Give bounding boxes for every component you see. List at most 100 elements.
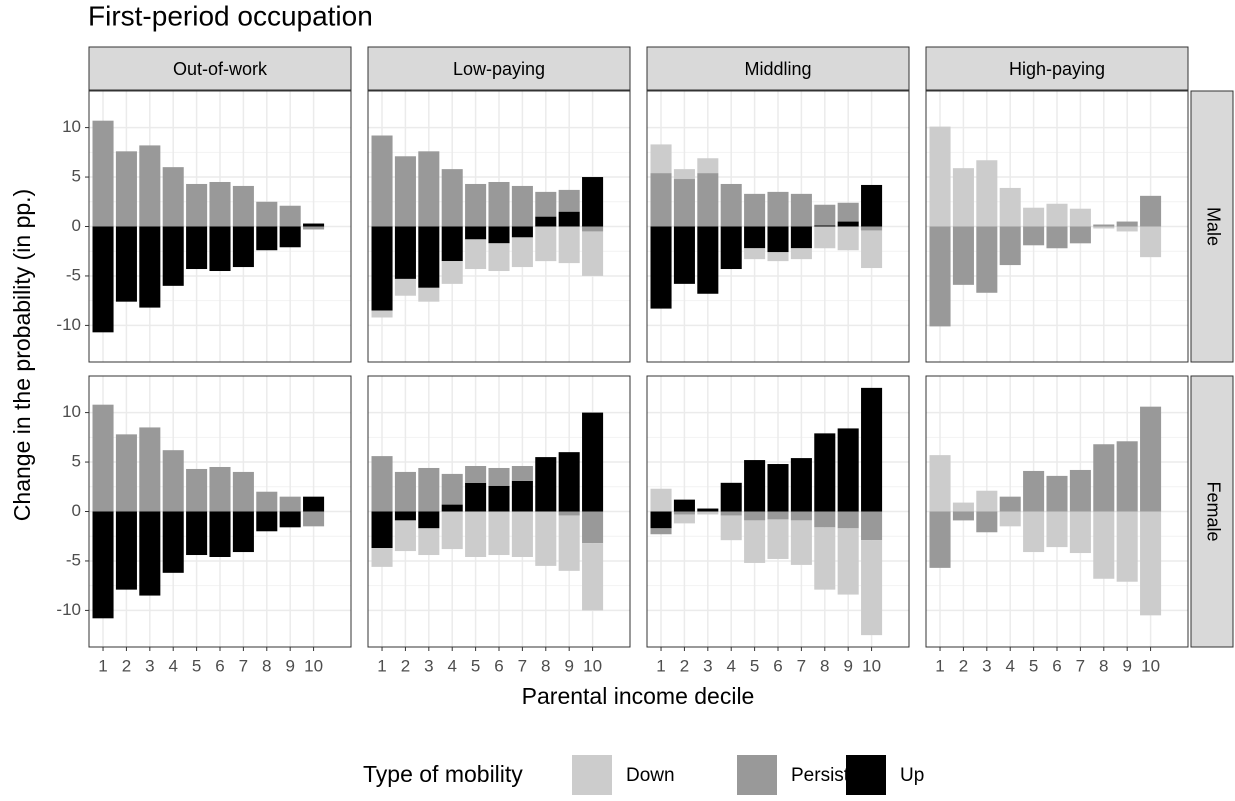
bar [837, 428, 859, 512]
bar [976, 511, 998, 533]
bar [720, 226, 742, 270]
legend-label: Persist [791, 765, 850, 786]
bar [139, 226, 161, 308]
bar [952, 168, 974, 227]
bar [394, 156, 416, 227]
bar [115, 226, 137, 302]
bar [582, 511, 604, 544]
bar [767, 226, 789, 253]
bar [1140, 406, 1162, 512]
bar [744, 511, 766, 521]
bar [697, 173, 719, 227]
bar [650, 488, 672, 512]
bar [673, 514, 695, 524]
x-tick-label: 5 [1029, 656, 1038, 675]
bar [511, 511, 533, 557]
bar [650, 511, 672, 529]
x-tick-label: 9 [285, 656, 294, 675]
bar [186, 468, 208, 512]
bar [837, 221, 859, 227]
bar [837, 202, 859, 222]
bar [115, 151, 137, 227]
bar [767, 511, 789, 520]
x-tick-label: 10 [862, 656, 881, 675]
bar [209, 466, 231, 512]
facet-strip [367, 46, 631, 91]
legend-key [572, 755, 612, 795]
legend-key [737, 755, 777, 795]
bar [371, 456, 393, 512]
bar [139, 145, 161, 227]
bar [814, 527, 836, 590]
bar [814, 433, 836, 512]
bar [1116, 226, 1138, 232]
bar [488, 243, 510, 272]
bar [837, 528, 859, 595]
bar [558, 452, 580, 512]
y-tick-label: 10 [62, 402, 81, 421]
bar [256, 511, 278, 532]
bar [582, 412, 604, 512]
bar [650, 528, 672, 535]
bar [697, 158, 719, 174]
bar [744, 193, 766, 227]
facet-strip [1190, 90, 1234, 363]
bar [952, 502, 974, 512]
bar [720, 515, 742, 541]
bar [861, 511, 883, 541]
bar [976, 160, 998, 227]
bar [697, 511, 719, 515]
bar [465, 482, 487, 512]
bar [115, 511, 137, 590]
x-tick-label: 2 [680, 656, 689, 675]
bar [115, 434, 137, 512]
bar [511, 185, 533, 227]
bar [535, 457, 557, 512]
x-tick-label: 8 [541, 656, 550, 675]
bar [790, 458, 812, 512]
bar [1023, 470, 1045, 512]
bar [394, 226, 416, 279]
bar [465, 239, 487, 270]
bar [744, 226, 766, 249]
facet-row-label: Male [1203, 207, 1223, 246]
bar [1116, 511, 1138, 582]
bar [535, 216, 557, 227]
bar [209, 511, 231, 557]
bar [511, 466, 533, 481]
bar [1023, 511, 1045, 553]
bar [465, 226, 487, 240]
bar [767, 464, 789, 512]
bar [488, 511, 510, 556]
bar [1093, 444, 1115, 512]
bar [303, 496, 325, 512]
x-tick-label: 7 [518, 656, 527, 675]
bar [976, 490, 998, 512]
y-tick-label: 0 [72, 501, 81, 520]
legend-key [846, 755, 886, 795]
panel-border [646, 90, 910, 363]
bar [1140, 511, 1162, 616]
y-tick-label: -5 [66, 265, 81, 284]
bar [790, 520, 812, 565]
bar [371, 310, 393, 318]
bar [790, 248, 812, 260]
bar [861, 540, 883, 636]
bar [418, 467, 440, 512]
x-tick-label: 3 [982, 656, 991, 675]
facet-column-label: Middling [744, 59, 811, 79]
bar [1069, 469, 1091, 512]
bar [744, 248, 766, 260]
bar [488, 226, 510, 244]
facet-strip [646, 46, 910, 91]
x-tick-label: 5 [192, 656, 201, 675]
bar [673, 179, 695, 227]
bar [558, 189, 580, 212]
bar [1046, 226, 1068, 249]
bar [418, 151, 440, 227]
bar [861, 230, 883, 269]
bar [535, 226, 557, 262]
bar [162, 226, 184, 286]
bar [394, 471, 416, 512]
bar [767, 519, 789, 559]
